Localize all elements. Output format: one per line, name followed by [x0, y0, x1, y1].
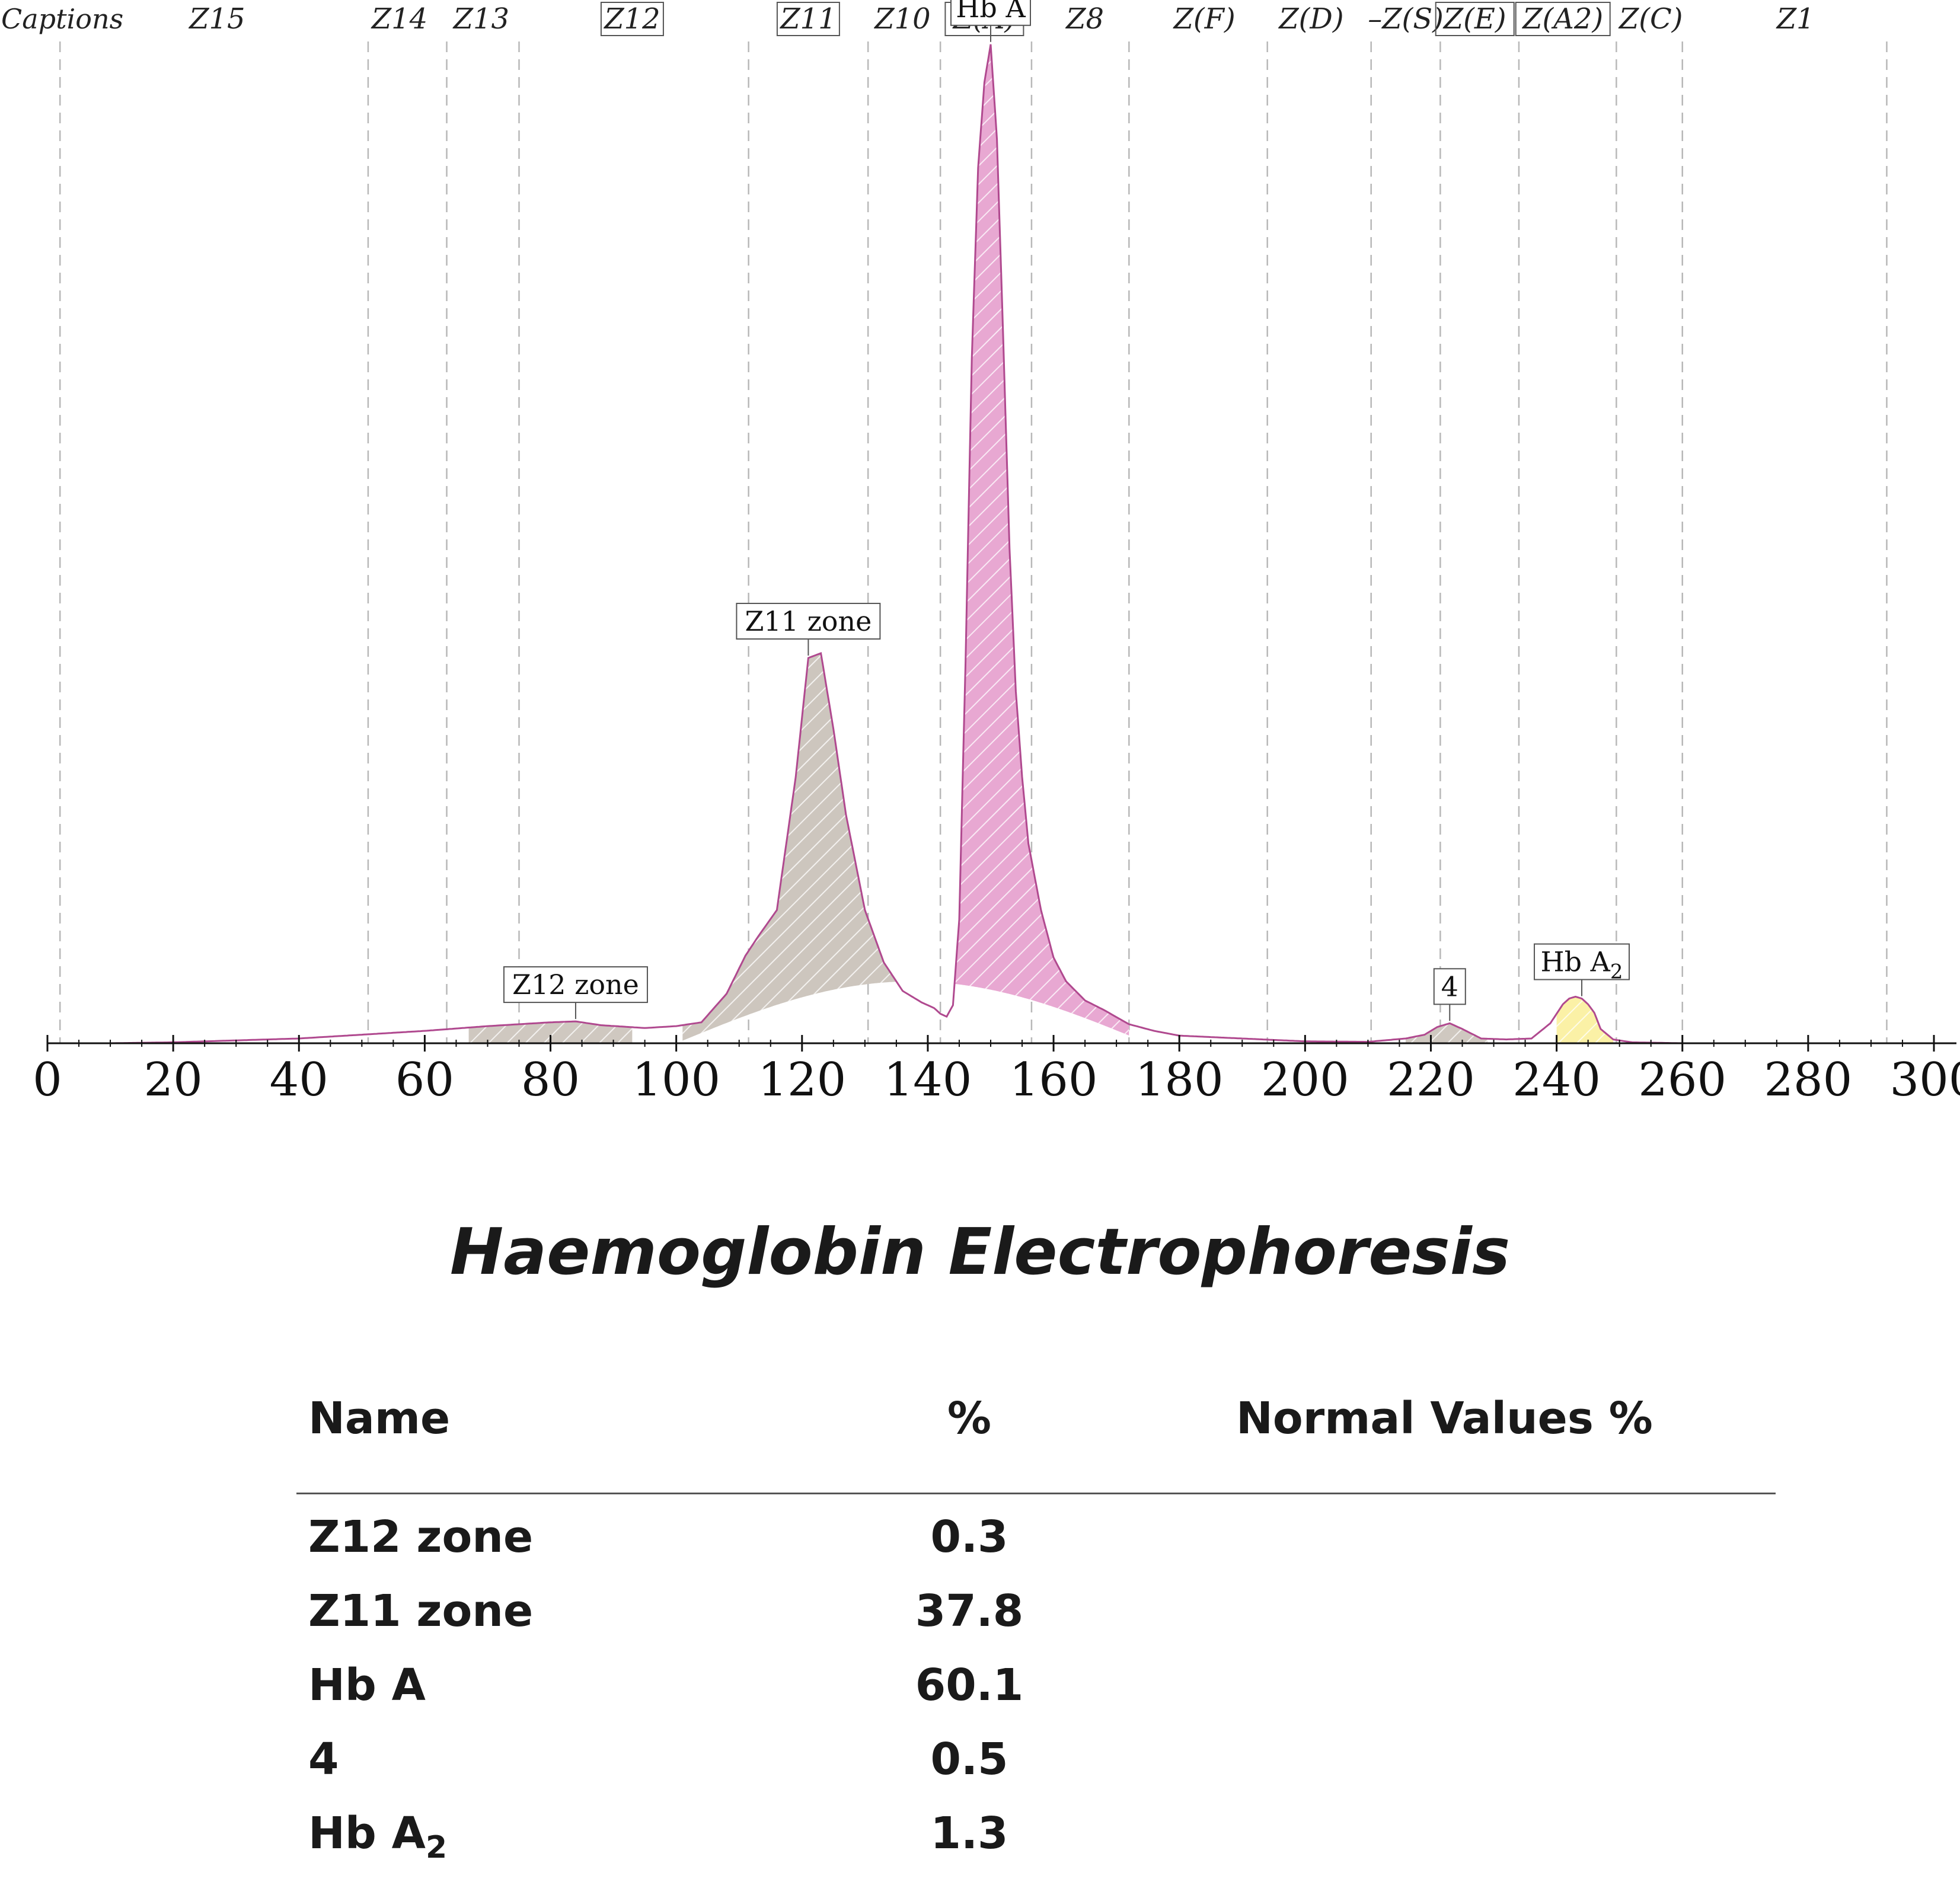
- results-table: Name % Normal Values % Z12 zone 0.3 Z11 …: [296, 1393, 1779, 1482]
- peak-hatch: [1557, 996, 1614, 1043]
- x-tick-label: 200: [1261, 1053, 1349, 1107]
- zone-label: Z(F): [1173, 2, 1236, 36]
- results-header-row: Name % Normal Values %: [296, 1393, 1779, 1482]
- zone-label: Z8: [1065, 2, 1104, 36]
- zone-label: Z(D): [1278, 2, 1343, 36]
- x-tick-label: 20: [144, 1053, 203, 1107]
- peak-label: Z11 zone: [745, 605, 872, 637]
- peak-label-subscript: 2: [1610, 960, 1623, 984]
- x-tick-label: 160: [1010, 1053, 1098, 1107]
- row-name: Z12 zone: [308, 1512, 533, 1569]
- captions-label: Captions: [1, 3, 123, 35]
- table-row: 4 0.5: [296, 1734, 1779, 1808]
- electrophoresis-chart: Captions Z15Z14Z13Z12Z11Z10Z(A)Z8Z(F)Z(D…: [0, 0, 1960, 1126]
- table-row: Z11 zone 37.8: [296, 1586, 1779, 1660]
- x-tick-label: 300: [1890, 1053, 1960, 1107]
- zone-caption-row: Captions Z15Z14Z13Z12Z11Z10Z(A)Z8Z(F)Z(D…: [1, 2, 1815, 36]
- zone-label: Z13: [452, 2, 509, 36]
- peak-areas: [469, 49, 1614, 1043]
- zone-label: Z12: [603, 2, 660, 36]
- row-percent: 1.3: [910, 1808, 1029, 1859]
- zone-label: Z(A2): [1521, 2, 1603, 36]
- zone-label: Z(E): [1442, 2, 1506, 36]
- row-name: Hb A: [308, 1660, 426, 1717]
- peak-hatch: [682, 654, 943, 1041]
- peak-label: Hb A: [956, 0, 1026, 24]
- zone-label: Z(C): [1618, 2, 1683, 36]
- x-tick-label: 220: [1387, 1053, 1475, 1107]
- zone-label: Z15: [188, 2, 245, 36]
- x-tick-label: 280: [1764, 1053, 1852, 1107]
- row-percent: 0.3: [910, 1512, 1029, 1563]
- zone-label: Z1: [1776, 2, 1815, 36]
- table-row: Z12 zone 0.3: [296, 1512, 1779, 1586]
- x-tick-label: 140: [883, 1053, 972, 1107]
- row-percent: 60.1: [910, 1660, 1029, 1711]
- x-tick-label: 40: [270, 1053, 328, 1107]
- row-name: Hb A2: [308, 1808, 447, 1865]
- header-percent: %: [910, 1393, 1029, 1444]
- zone-label: Z14: [371, 2, 427, 36]
- zone-label: Z11: [779, 2, 836, 36]
- header-normal-values: Normal Values %: [1236, 1393, 1653, 1444]
- x-tick-label: 60: [395, 1053, 454, 1107]
- results-body: Z12 zone 0.3 Z11 zone 37.8 Hb A 60.1 4 0…: [296, 1512, 1779, 1882]
- table-row: Hb A 60.1: [296, 1660, 1779, 1734]
- x-tick-label: 100: [632, 1053, 720, 1107]
- x-tick-label: 260: [1638, 1053, 1726, 1107]
- peak-label: Z12 zone: [512, 969, 639, 1001]
- report-title: Haemoglobin Electrophoresis: [0, 1215, 1960, 1289]
- x-tick-label: 120: [758, 1053, 846, 1107]
- peak-label: 4: [1441, 970, 1458, 1002]
- header-name: Name: [308, 1393, 450, 1444]
- zone-label: –Z(S): [1368, 2, 1444, 36]
- zone-label: Z10: [873, 2, 930, 36]
- header-divider: [296, 1493, 1776, 1494]
- peak-hatch: [1406, 1023, 1487, 1043]
- x-tick-label: 240: [1512, 1053, 1601, 1107]
- row-name: 4: [308, 1734, 339, 1791]
- x-tick-label: 80: [521, 1053, 580, 1107]
- row-percent: 0.5: [910, 1734, 1029, 1785]
- x-tick-label: 180: [1135, 1053, 1224, 1107]
- x-axis: 0 20 40 60 80 100 120 140 160 180 200 220 240 260 280 3…: [33, 1035, 1960, 1107]
- row-name: Z11 zone: [308, 1586, 533, 1643]
- x-tick-label: 0: [33, 1053, 62, 1107]
- table-row: Hb A2 1.3: [296, 1808, 1779, 1882]
- row-percent: 37.8: [910, 1586, 1029, 1637]
